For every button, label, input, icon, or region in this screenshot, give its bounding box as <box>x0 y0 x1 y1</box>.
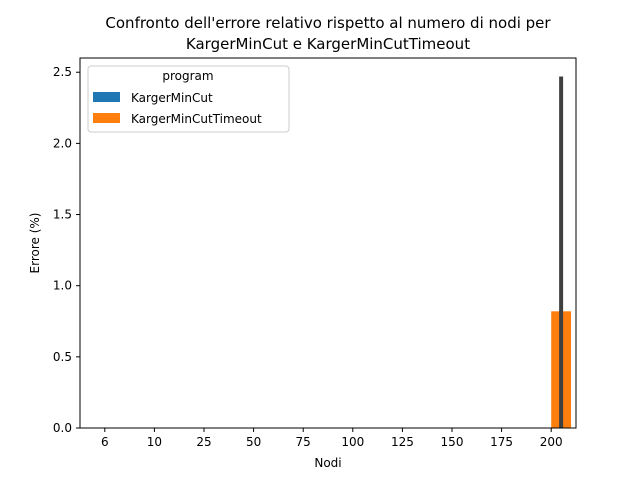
legend-label-KargerMinCutTimeout: KargerMinCutTimeout <box>131 112 262 126</box>
chart-title: Confronto dell'errore relativo rispetto … <box>105 14 551 53</box>
y-axis-label: Errore (%) <box>28 213 42 274</box>
y-tick-label: 2.5 <box>53 65 72 79</box>
x-tick-label: 100 <box>341 435 364 449</box>
x-tick-label: 200 <box>540 435 563 449</box>
x-axis: 6 10 25 50 75 100 125 150 175 200 <box>101 428 563 449</box>
legend-box <box>87 65 290 133</box>
legend: program KargerMinCut KargerMinCutTimeout <box>87 65 290 133</box>
x-tick-label: 75 <box>296 435 311 449</box>
x-tick-label: 50 <box>246 435 261 449</box>
legend-swatch-KargerMinCutTimeout <box>93 113 120 123</box>
y-tick-label: 0.5 <box>53 350 72 364</box>
x-tick-label: 175 <box>490 435 513 449</box>
x-axis-label: Nodi <box>314 456 341 470</box>
y-tick-label: 2.0 <box>53 136 72 150</box>
y-tick-label: 1.5 <box>53 208 72 222</box>
legend-title: program <box>162 69 213 83</box>
x-tick-label: 150 <box>441 435 464 449</box>
y-tick-label: 0.0 <box>53 421 72 435</box>
plot-area <box>551 76 572 428</box>
x-tick-label: 25 <box>196 435 211 449</box>
x-tick-label: 6 <box>101 435 109 449</box>
plot-frame <box>79 57 577 429</box>
legend-label-KargerMinCut: KargerMinCut <box>131 91 213 105</box>
x-tick-label: 10 <box>147 435 162 449</box>
x-tick-label: 125 <box>391 435 414 449</box>
chart-title-line-1: Confronto dell'errore relativo rispetto … <box>105 14 551 32</box>
y-axis: 0.0 0.5 1.0 1.5 2.0 2.5 <box>53 65 80 435</box>
chart-title-line-2: KargerMinCut e KargerMinCutTimeout <box>186 35 470 53</box>
legend-swatch-KargerMinCut <box>93 92 120 102</box>
y-tick-label: 1.0 <box>53 279 72 293</box>
